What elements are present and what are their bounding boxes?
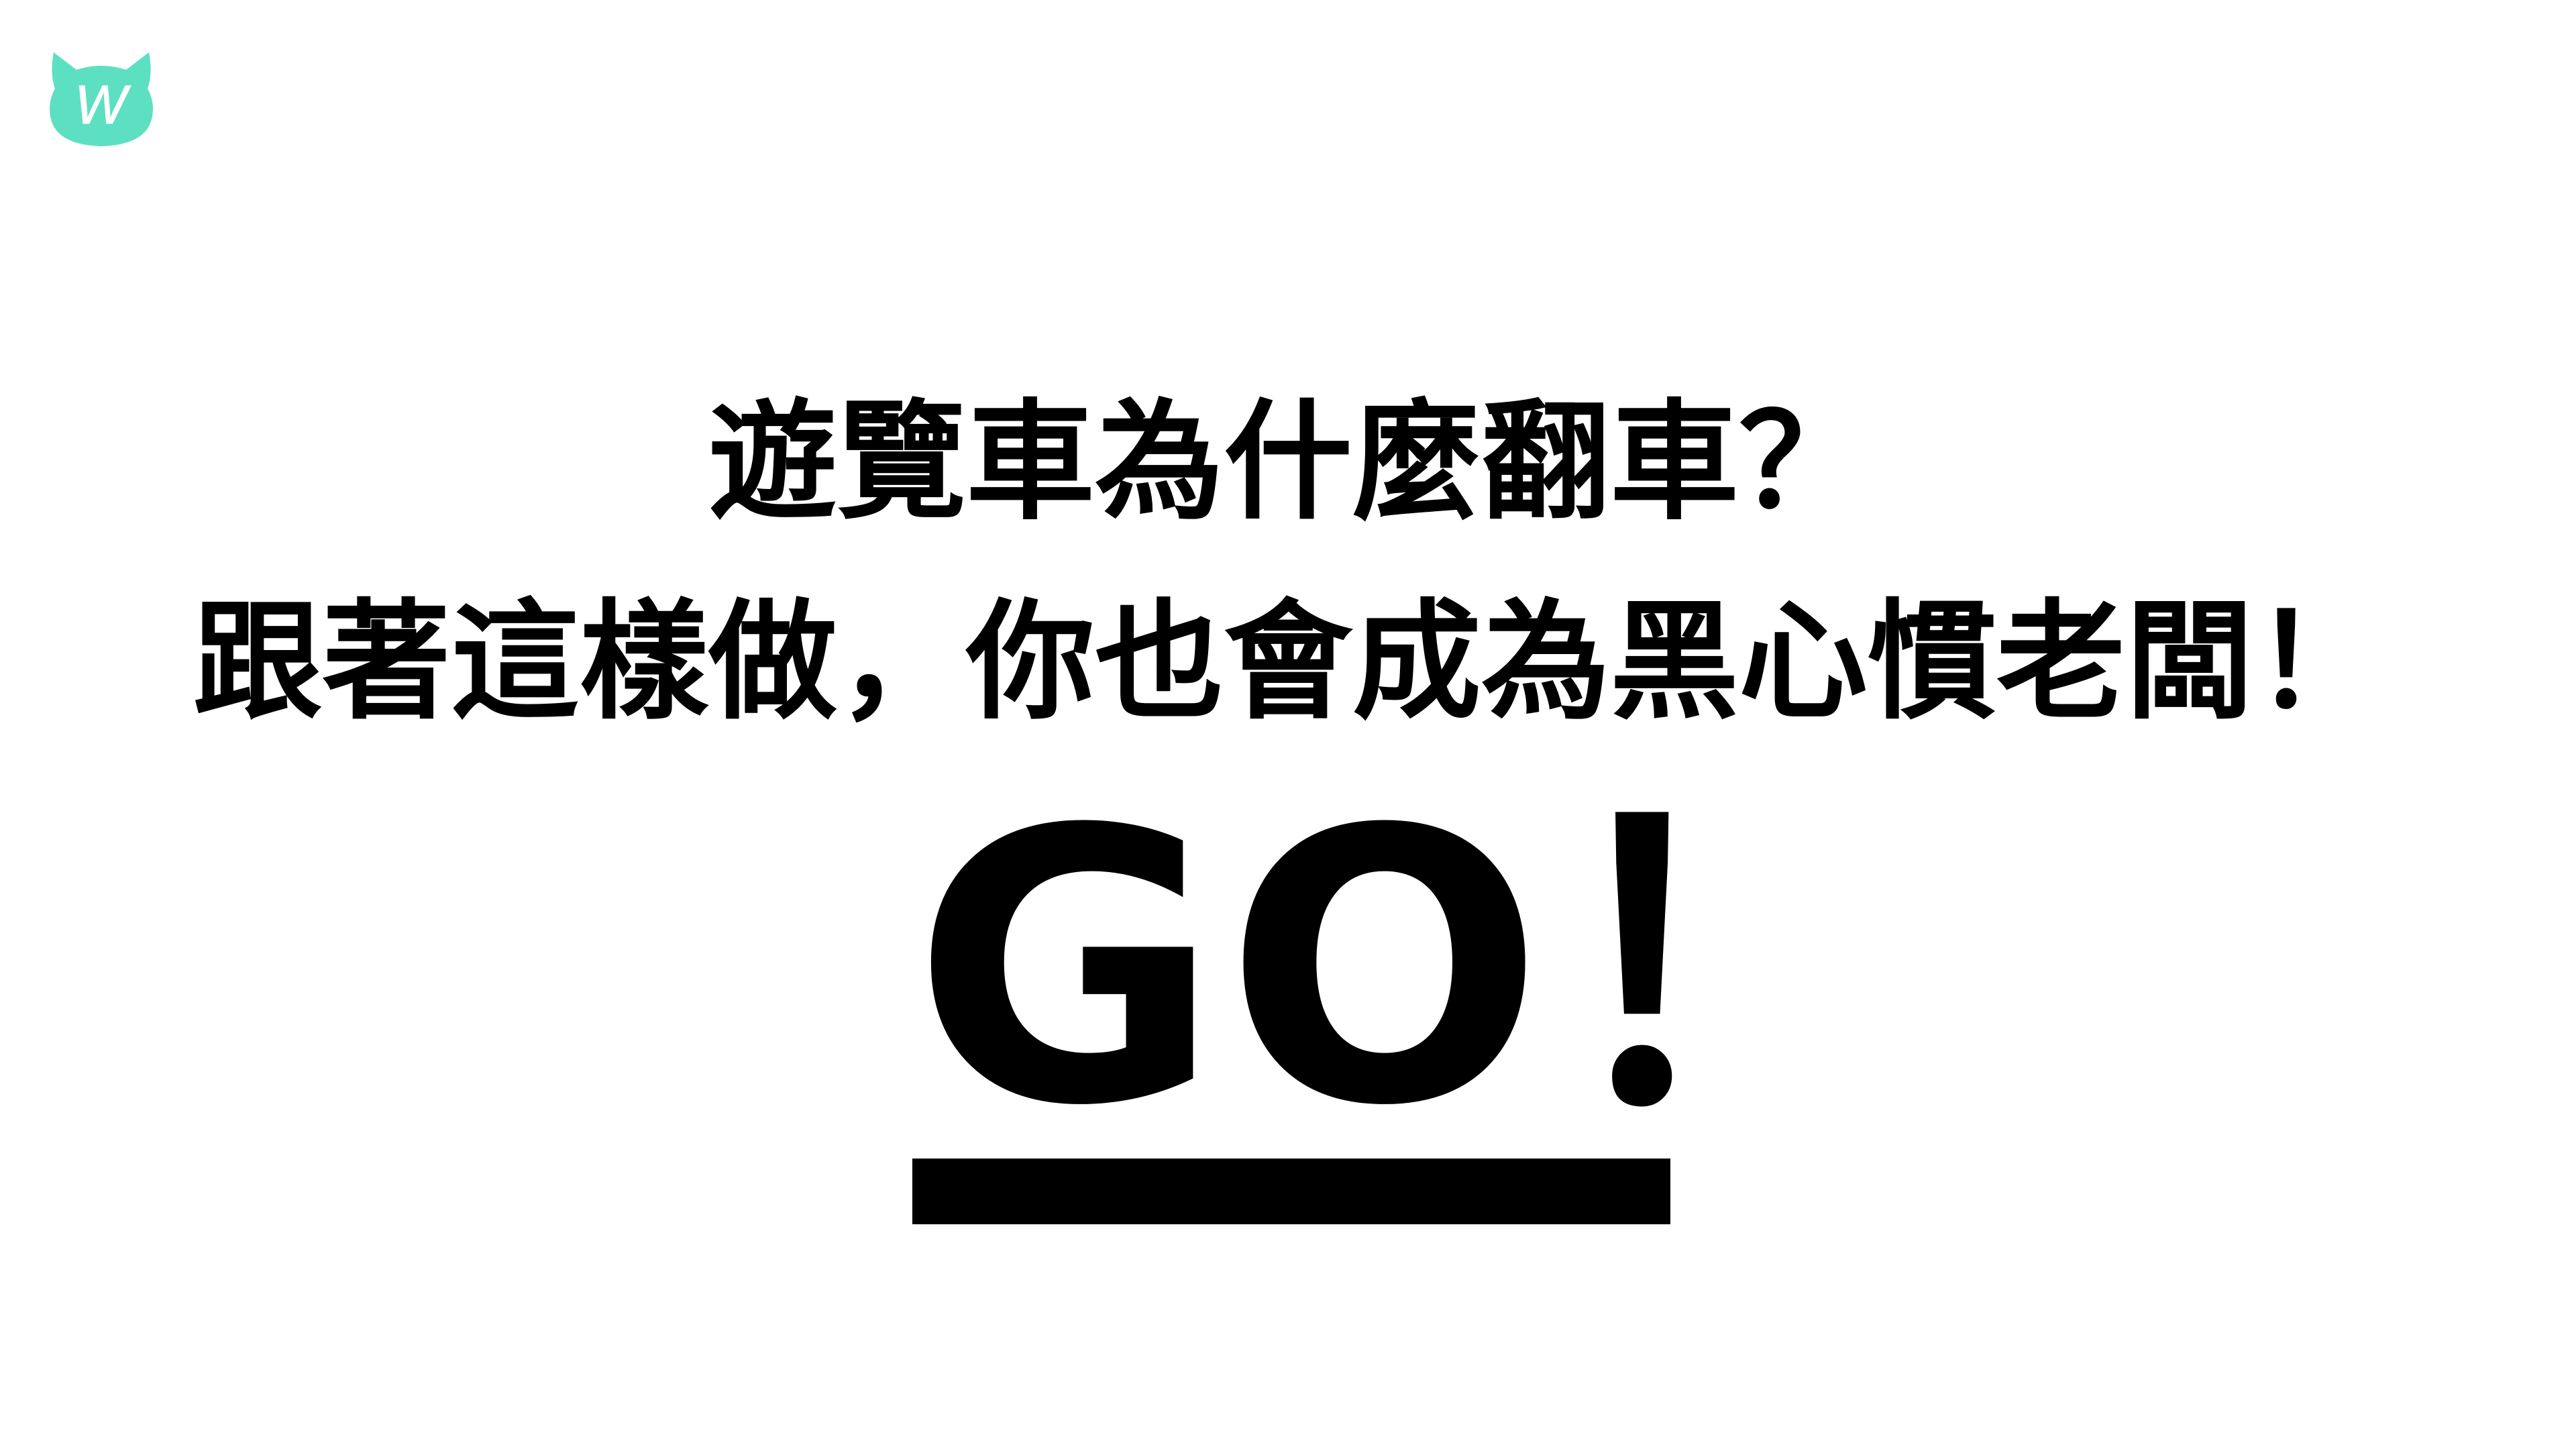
logo-letter: W bbox=[74, 74, 131, 136]
headline-subtitle: 跟著這樣做，你也會成為黑心慣老闆！ bbox=[193, 588, 2383, 737]
go-text: GO！ bbox=[912, 751, 1928, 1188]
logo-head-shape bbox=[50, 52, 153, 146]
headline-question: 遊覽車為什麼翻車？ bbox=[708, 388, 1868, 537]
cat-head-logo-icon: W bbox=[50, 52, 153, 146]
go-underline-bar bbox=[912, 1159, 1670, 1224]
go-call-to-action: GO！ bbox=[912, 751, 1928, 1214]
